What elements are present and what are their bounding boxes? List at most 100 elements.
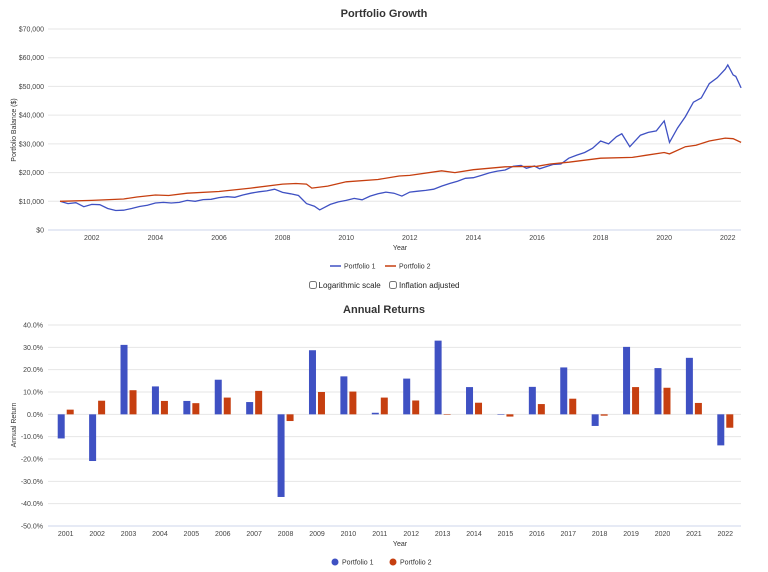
bar-portfolio-1-2012 — [403, 378, 411, 415]
y-tick-label: $30,000 — [19, 141, 44, 148]
x-tick-label: 2020 — [656, 235, 672, 242]
bar-portfolio-2-2009 — [317, 392, 325, 415]
x-tick-label: 2009 — [309, 531, 325, 538]
bar-portfolio-2-2001 — [66, 409, 74, 415]
y-tick-label: -20.0% — [21, 457, 43, 464]
bar-portfolio-2-2005 — [192, 403, 200, 415]
bar-portfolio-2-2015 — [506, 414, 514, 417]
bar-portfolio-1-2013 — [434, 340, 442, 415]
y-tick-label: -50.0% — [21, 524, 43, 531]
y-tick-label: $40,000 — [19, 113, 44, 120]
growth-chart-title: Portfolio Growth — [341, 8, 428, 20]
x-tick-label: 2016 — [529, 235, 545, 242]
bar-portfolio-2-2002 — [98, 400, 106, 415]
x-tick-label: 2007 — [246, 531, 262, 538]
x-tick-label: 2019 — [623, 531, 639, 538]
bar-portfolio-2-2003 — [129, 390, 137, 415]
x-tick-label: 2002 — [84, 235, 100, 242]
x-tick-label: 2013 — [435, 531, 451, 538]
bar-portfolio-1-2021 — [685, 357, 693, 415]
y-tick-label: 40.0% — [23, 323, 43, 330]
bar-portfolio-1-2008 — [277, 414, 285, 497]
bar-portfolio-1-2017 — [560, 367, 568, 415]
bar-portfolio-1-2014 — [466, 387, 474, 415]
x-tick-label: 2002 — [89, 531, 105, 538]
legend-label-portfolio-2: Portfolio 2 — [400, 560, 432, 567]
x-tick-label: 2017 — [560, 531, 576, 538]
bar-portfolio-2-2020 — [663, 387, 671, 415]
series-line-portfolio-2 — [59, 137, 742, 202]
legend-marker-portfolio-1 — [331, 558, 339, 566]
log-scale-option[interactable]: Logarithmic scale — [308, 281, 381, 290]
bar-portfolio-1-2011 — [371, 412, 379, 415]
legend-label-portfolio-1: Portfolio 1 — [342, 560, 374, 567]
x-tick-label: 2012 — [403, 531, 419, 538]
inflation-option[interactable]: Inflation adjusted — [388, 281, 460, 290]
bar-portfolio-1-2022 — [717, 414, 725, 446]
x-tick-label: 2004 — [148, 235, 164, 242]
y-axis-label: Annual Return — [11, 403, 18, 448]
bar-portfolio-2-2011 — [380, 397, 388, 415]
log-scale-label: Logarithmic scale — [318, 281, 381, 290]
y-tick-label: 0.0% — [27, 412, 43, 419]
y-tick-label: $0 — [36, 228, 44, 235]
bar-portfolio-1-2002 — [89, 414, 97, 462]
y-tick-label: 20.0% — [23, 367, 43, 374]
legend-marker-portfolio-2 — [389, 558, 397, 566]
y-tick-label: 10.0% — [23, 390, 43, 397]
x-tick-label: 2004 — [152, 531, 168, 538]
x-tick-label: 2010 — [338, 235, 354, 242]
chart-options: Logarithmic scale Inflation adjusted — [0, 281, 768, 290]
returns-chart-title: Annual Returns — [343, 304, 425, 316]
y-tick-label: $20,000 — [19, 170, 44, 177]
y-tick-label: -10.0% — [21, 434, 43, 441]
x-tick-label: 2022 — [720, 235, 736, 242]
bar-portfolio-2-2018 — [600, 414, 608, 416]
x-tick-label: 2016 — [529, 531, 545, 538]
legend-label-portfolio-2: Portfolio 2 — [399, 264, 431, 271]
y-tick-label: 30.0% — [23, 345, 43, 352]
bar-portfolio-2-2021 — [694, 402, 702, 415]
bar-portfolio-1-2015 — [497, 414, 505, 415]
bar-portfolio-2-2019 — [632, 387, 640, 415]
y-tick-label: $70,000 — [19, 27, 44, 34]
x-tick-label: 2022 — [718, 531, 734, 538]
bar-portfolio-1-2005 — [183, 400, 191, 415]
bar-portfolio-2-2013 — [443, 414, 451, 415]
x-tick-label: 2018 — [593, 235, 609, 242]
bar-portfolio-2-2007 — [255, 390, 263, 415]
x-tick-label: 2010 — [341, 531, 357, 538]
log-scale-checkbox[interactable] — [308, 281, 317, 289]
inflation-adjusted-checkbox[interactable] — [388, 281, 397, 289]
bar-portfolio-1-2004 — [151, 386, 159, 415]
bar-portfolio-2-2016 — [537, 404, 545, 415]
bar-portfolio-2-2017 — [569, 398, 577, 415]
x-tick-label: 2014 — [466, 235, 482, 242]
inflation-adjusted-label: Inflation adjusted — [398, 281, 460, 290]
bar-portfolio-2-2010 — [349, 391, 357, 415]
x-tick-label: 2008 — [275, 235, 291, 242]
bar-portfolio-1-2010 — [340, 376, 348, 415]
bar-portfolio-1-2020 — [654, 368, 662, 415]
bar-portfolio-1-2006 — [214, 379, 222, 415]
bar-portfolio-2-2006 — [223, 397, 231, 415]
x-tick-label: 2015 — [498, 531, 514, 538]
y-tick-label: $10,000 — [19, 199, 44, 206]
bar-portfolio-1-2003 — [120, 344, 128, 415]
x-axis-label: Year — [393, 245, 408, 252]
x-tick-label: 2003 — [121, 531, 137, 538]
y-tick-label: $60,000 — [19, 55, 44, 62]
x-tick-label: 2011 — [372, 531, 387, 538]
x-tick-label: 2020 — [655, 531, 671, 538]
x-tick-label: 2021 — [686, 531, 702, 538]
bar-portfolio-1-2001 — [57, 414, 65, 439]
x-tick-label: 2014 — [466, 531, 482, 538]
bar-portfolio-1-2016 — [528, 386, 536, 415]
bar-portfolio-2-2008 — [286, 414, 294, 422]
legend-label-portfolio-1: Portfolio 1 — [344, 264, 376, 271]
x-tick-label: 2012 — [402, 235, 418, 242]
bar-portfolio-1-2007 — [246, 402, 254, 415]
bar-portfolio-1-2019 — [623, 346, 631, 415]
bar-portfolio-2-2004 — [160, 400, 168, 415]
